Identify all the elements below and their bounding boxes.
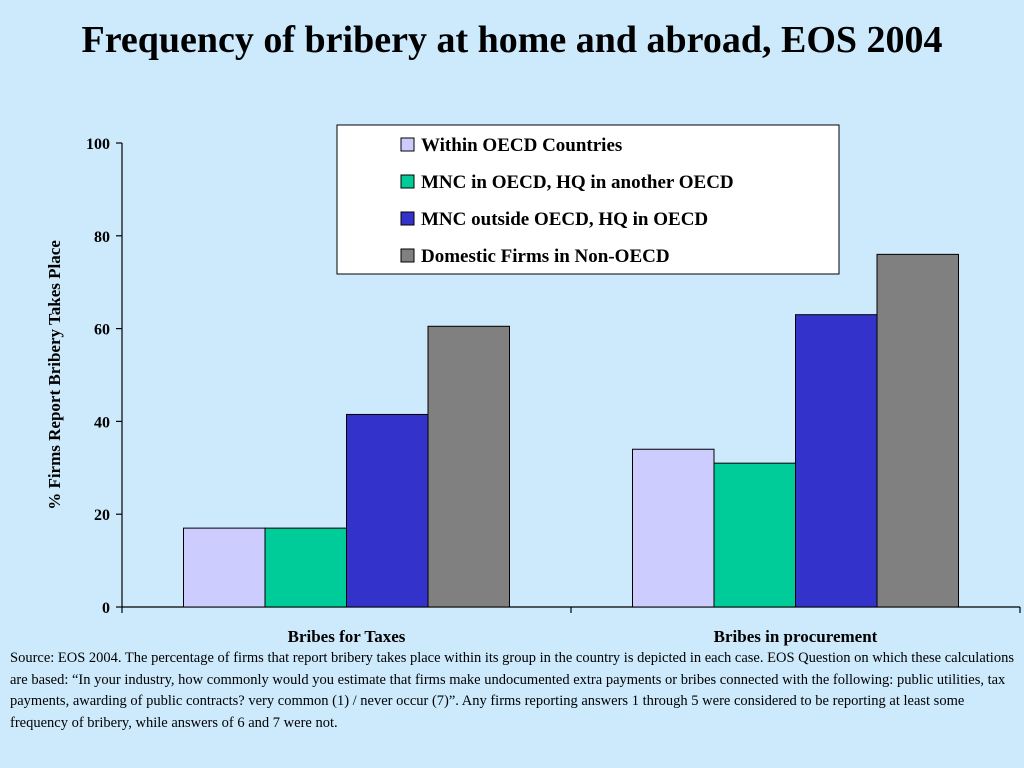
bar-1-2	[632, 448, 715, 608]
bar-chart: % Firms Report Bribery Takes Place 0 20 40…	[45, 124, 1021, 646]
legend-entry: Within OECD Countries	[421, 135, 622, 156]
legend-swatch	[400, 211, 415, 226]
y-axis-title-group: % Firms Report Bribery Takes Place	[45, 240, 64, 510]
legend-swatch	[400, 174, 415, 189]
bar-4-2	[876, 253, 959, 608]
bar-1-1	[183, 527, 266, 608]
y-tick-label: 40	[94, 414, 110, 431]
legend-swatch	[400, 137, 415, 152]
y-tick-label: 0	[102, 600, 110, 617]
legend-entry: MNC outside OECD, HQ in OECD	[421, 209, 708, 230]
bar-2-1	[264, 527, 347, 608]
chart-title: Frequency of bribery at home and abroad,…	[81, 19, 943, 61]
bars	[183, 253, 959, 608]
category-labels: Bribes for Taxes Bribes in procurement	[288, 627, 878, 646]
legend-box	[336, 124, 840, 275]
bar-2-2	[713, 462, 796, 608]
y-tick-label: 80	[94, 229, 110, 246]
bar-3-2	[795, 314, 878, 608]
y-tick-label: 60	[94, 322, 110, 339]
legend-swatch	[400, 248, 415, 263]
bar-3-1	[346, 413, 429, 608]
y-axis-title: % Firms Report Bribery Takes Place	[45, 240, 64, 510]
y-tick-label: 100	[86, 136, 110, 153]
bar-4-1	[427, 325, 510, 608]
category-label: Bribes for Taxes	[288, 627, 406, 646]
legend: Within OECD Countries MNC in OECD, HQ in …	[336, 124, 840, 275]
category-label: Bribes in procurement	[714, 627, 878, 646]
legend-entry: MNC in OECD, HQ in another OECD	[421, 172, 734, 193]
legend-entry: Domestic Firms in Non-OECD	[421, 246, 670, 267]
y-tick-label: 20	[94, 507, 110, 524]
source-note: Source: EOS 2004. The percentage of firm…	[10, 650, 1014, 731]
